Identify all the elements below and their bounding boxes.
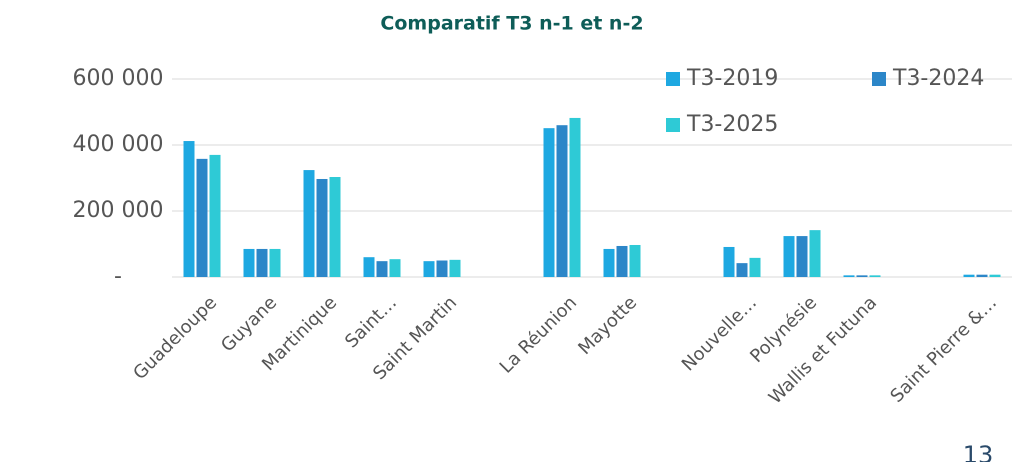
bar <box>616 245 628 277</box>
bar <box>543 128 555 277</box>
bar <box>196 158 208 277</box>
bar <box>269 248 281 277</box>
legend-label: T3-2025 <box>686 112 778 137</box>
bar <box>963 274 975 277</box>
chart-title: Comparatif T3 n-1 et n-2 <box>380 13 643 35</box>
bar <box>436 260 448 277</box>
legend-label: T3-2019 <box>686 66 778 91</box>
bar <box>809 230 821 277</box>
legend-swatch <box>666 118 680 132</box>
bar <box>856 275 868 277</box>
bar <box>363 257 375 277</box>
x-tick-label: Saint… <box>341 292 401 352</box>
x-tick-label: Mayotte <box>574 292 641 359</box>
legend-label: T3-2024 <box>892 66 984 91</box>
bar <box>723 246 735 277</box>
bar <box>783 236 795 277</box>
bar <box>316 178 328 277</box>
legend-swatch <box>872 72 886 86</box>
bar <box>603 248 615 277</box>
bar <box>256 248 268 277</box>
y-tick-label: 400 000 <box>73 132 164 157</box>
y-tick-label: 600 000 <box>73 66 164 91</box>
page-number: 13 <box>963 441 994 462</box>
bar <box>796 236 808 277</box>
x-tick-label: Saint Pierre &… <box>886 292 1001 407</box>
bar <box>243 248 255 277</box>
bar <box>449 259 461 277</box>
bar <box>976 274 988 277</box>
bar <box>736 263 748 277</box>
bar <box>869 275 881 277</box>
bar <box>569 117 581 277</box>
y-tick-label: - <box>114 264 122 289</box>
x-tick-label: La Réunion <box>496 292 581 377</box>
bar <box>389 259 401 277</box>
x-tick-label: Wallis et Futuna <box>765 292 881 408</box>
bar <box>556 125 568 277</box>
bar <box>423 261 435 277</box>
bar <box>376 261 388 277</box>
legend-swatch <box>666 72 680 86</box>
bar <box>183 141 195 277</box>
x-tick-label: Guadeloupe <box>129 292 221 384</box>
bar <box>989 274 1001 277</box>
bar <box>843 275 855 277</box>
bar <box>303 170 315 277</box>
bar <box>749 257 761 277</box>
bar <box>329 177 341 277</box>
bar <box>209 154 221 277</box>
y-tick-label: 200 000 <box>73 198 164 223</box>
bar <box>629 244 641 277</box>
x-tick-label: Nouvelle… <box>678 292 761 375</box>
